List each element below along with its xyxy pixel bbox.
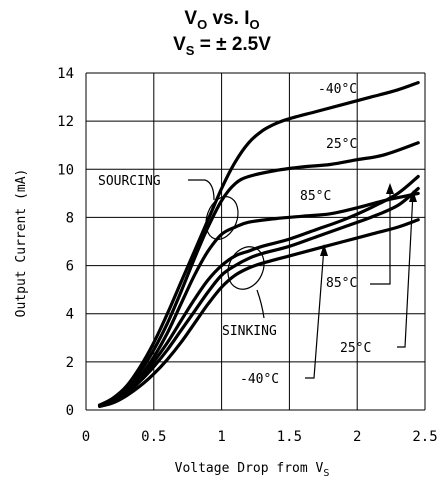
x-tick-label-1: 0.5	[141, 429, 166, 445]
y-axis-label: Output Current (mA)	[14, 169, 29, 318]
title-vs-i: vs. I	[207, 8, 249, 29]
src-85-label: 85°C	[300, 189, 331, 204]
y-tick-labels: 0 2 4 6 8 10 12 14	[57, 66, 74, 419]
sourcing-oval	[205, 196, 239, 240]
snk-25-leader	[397, 192, 414, 348]
title-v-2: V	[173, 34, 186, 55]
snk-85-leader	[370, 185, 391, 285]
x-tick-label-2: 1	[217, 429, 225, 445]
x-axis-label-sub: S	[323, 468, 329, 479]
annotation-leaders	[188, 179, 417, 379]
y-tick-label-1: 2	[66, 355, 74, 371]
x-tick-label-5: 2.5	[412, 429, 437, 445]
src-m40-label: -40°C	[318, 82, 357, 97]
x-axis-label: Voltage Drop from VS	[175, 461, 330, 479]
snk-25-label: 25°C	[340, 341, 371, 356]
src-25-label: 25°C	[326, 137, 357, 152]
y-tick-label-4: 8	[66, 210, 74, 226]
chart-title-line-2: VS = ± 2.5V	[173, 34, 271, 58]
curve-sourcing-25c	[98, 141, 420, 407]
title-supply: = ± 2.5V	[194, 34, 271, 55]
y-tick-label-0: 0	[66, 403, 74, 419]
title-sub-s: S	[186, 43, 195, 58]
y-tick-label-6: 12	[57, 114, 74, 130]
snk-m40-leader	[305, 246, 325, 379]
title-v: V	[184, 8, 197, 29]
x-tick-label-3: 1.5	[277, 429, 302, 445]
sourcing-leader	[188, 179, 215, 201]
curve-series	[98, 81, 420, 408]
curve-sinking-85c	[98, 174, 420, 407]
x-tick-label-0: 0	[82, 429, 90, 445]
title-sub-o-2: O	[249, 17, 259, 32]
y-tick-label-5: 10	[57, 162, 74, 178]
snk-m40-label: -40°C	[240, 372, 279, 387]
snk-85-label: 85°C	[326, 276, 357, 291]
curve-sourcing-m40c	[98, 81, 420, 407]
x-axis-label-main: Voltage Drop from V	[175, 461, 324, 476]
snk-25-arrow	[409, 190, 417, 202]
y-tick-label-2: 4	[66, 307, 74, 323]
curve-sinking-25c	[98, 186, 420, 407]
snk-m40-arrow	[320, 244, 328, 256]
sinking-label: SINKING	[222, 324, 277, 339]
title-sub-o: O	[197, 17, 207, 32]
chart-title-line-1: VO vs. IO	[184, 8, 259, 32]
curve-sinking-m40c	[98, 218, 420, 408]
snk-85-arrow	[386, 183, 394, 194]
x-tick-labels: 0 0.5 1 1.5 2 2.5	[82, 429, 438, 445]
sinking-oval	[227, 246, 265, 290]
x-tick-label-4: 2	[353, 429, 361, 445]
sinking-leader	[256, 289, 265, 319]
plot-grid	[85, 72, 426, 411]
y-tick-label-3: 6	[66, 259, 74, 275]
y-tick-label-7: 14	[57, 66, 74, 82]
sourcing-label: SOURCING	[98, 174, 161, 189]
